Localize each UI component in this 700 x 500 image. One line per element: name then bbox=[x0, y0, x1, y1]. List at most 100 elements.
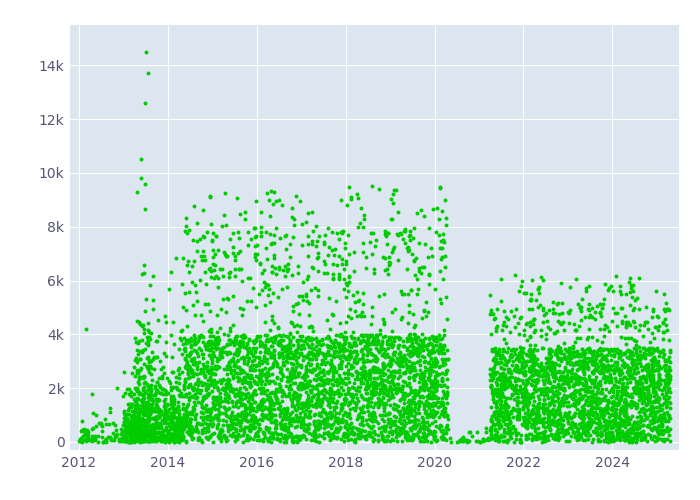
Point bbox=[228, 229, 239, 237]
Point bbox=[598, 361, 609, 369]
Point bbox=[262, 337, 274, 345]
Point bbox=[343, 183, 354, 191]
Point bbox=[241, 408, 252, 416]
Point bbox=[227, 354, 238, 362]
Point bbox=[563, 308, 574, 316]
Point bbox=[517, 370, 528, 378]
Point bbox=[593, 384, 604, 392]
Point bbox=[638, 434, 650, 442]
Point bbox=[85, 436, 96, 444]
Point bbox=[559, 386, 570, 394]
Point bbox=[194, 334, 205, 342]
Point bbox=[442, 375, 453, 383]
Point bbox=[525, 366, 536, 374]
Point bbox=[161, 426, 172, 434]
Point bbox=[293, 385, 304, 393]
Point bbox=[485, 382, 496, 390]
Point bbox=[371, 368, 382, 376]
Point bbox=[97, 438, 108, 446]
Point bbox=[306, 360, 317, 368]
Point bbox=[650, 412, 661, 420]
Point bbox=[237, 277, 248, 285]
Point bbox=[234, 392, 245, 400]
Point bbox=[277, 343, 288, 351]
Point bbox=[369, 340, 380, 348]
Point bbox=[131, 422, 142, 430]
Point bbox=[398, 394, 409, 402]
Point bbox=[265, 410, 276, 418]
Point bbox=[545, 358, 557, 366]
Point bbox=[275, 422, 286, 430]
Point bbox=[363, 370, 374, 378]
Point bbox=[566, 421, 577, 429]
Point bbox=[323, 334, 334, 342]
Point bbox=[495, 424, 506, 432]
Point bbox=[290, 410, 302, 418]
Point bbox=[130, 406, 141, 414]
Point bbox=[491, 432, 503, 440]
Point bbox=[204, 410, 216, 418]
Point bbox=[134, 388, 146, 396]
Point bbox=[150, 382, 161, 390]
Point bbox=[247, 389, 258, 397]
Point bbox=[621, 420, 632, 428]
Point bbox=[488, 356, 499, 364]
Point bbox=[212, 246, 223, 254]
Point bbox=[607, 436, 618, 444]
Point bbox=[431, 376, 442, 384]
Point bbox=[634, 432, 645, 440]
Point bbox=[127, 436, 138, 444]
Point bbox=[430, 418, 441, 426]
Point bbox=[142, 354, 153, 362]
Point bbox=[312, 337, 323, 345]
Point bbox=[297, 380, 308, 388]
Point bbox=[386, 356, 398, 364]
Point bbox=[572, 360, 583, 368]
Point bbox=[537, 385, 548, 393]
Point bbox=[365, 376, 376, 384]
Point bbox=[83, 432, 94, 440]
Point bbox=[564, 376, 575, 384]
Point bbox=[511, 412, 522, 420]
Point bbox=[575, 422, 587, 430]
Point bbox=[201, 280, 212, 288]
Point bbox=[251, 416, 262, 424]
Point bbox=[125, 428, 136, 436]
Point bbox=[271, 435, 282, 443]
Point bbox=[217, 375, 228, 383]
Point bbox=[653, 385, 664, 393]
Point bbox=[239, 415, 250, 423]
Point bbox=[588, 404, 599, 412]
Point bbox=[514, 330, 525, 338]
Point bbox=[430, 342, 442, 349]
Point bbox=[244, 434, 256, 442]
Point bbox=[138, 405, 149, 413]
Point bbox=[613, 395, 624, 403]
Point bbox=[514, 314, 526, 322]
Point bbox=[149, 407, 160, 415]
Point bbox=[503, 376, 514, 384]
Point bbox=[197, 232, 208, 240]
Point bbox=[429, 381, 440, 389]
Point bbox=[126, 412, 137, 420]
Point bbox=[319, 351, 330, 359]
Point bbox=[347, 348, 358, 356]
Point bbox=[621, 409, 632, 417]
Point bbox=[205, 363, 216, 371]
Point bbox=[178, 413, 189, 421]
Point bbox=[255, 425, 266, 433]
Point bbox=[111, 384, 122, 392]
Point bbox=[197, 206, 209, 214]
Point bbox=[202, 344, 213, 352]
Point bbox=[283, 354, 294, 362]
Point bbox=[271, 395, 282, 403]
Point bbox=[348, 356, 359, 364]
Point bbox=[312, 420, 323, 428]
Point bbox=[622, 415, 633, 423]
Point bbox=[287, 204, 298, 212]
Point bbox=[119, 436, 130, 444]
Point bbox=[234, 398, 246, 406]
Point bbox=[498, 373, 509, 381]
Point bbox=[567, 350, 578, 358]
Point bbox=[360, 336, 371, 344]
